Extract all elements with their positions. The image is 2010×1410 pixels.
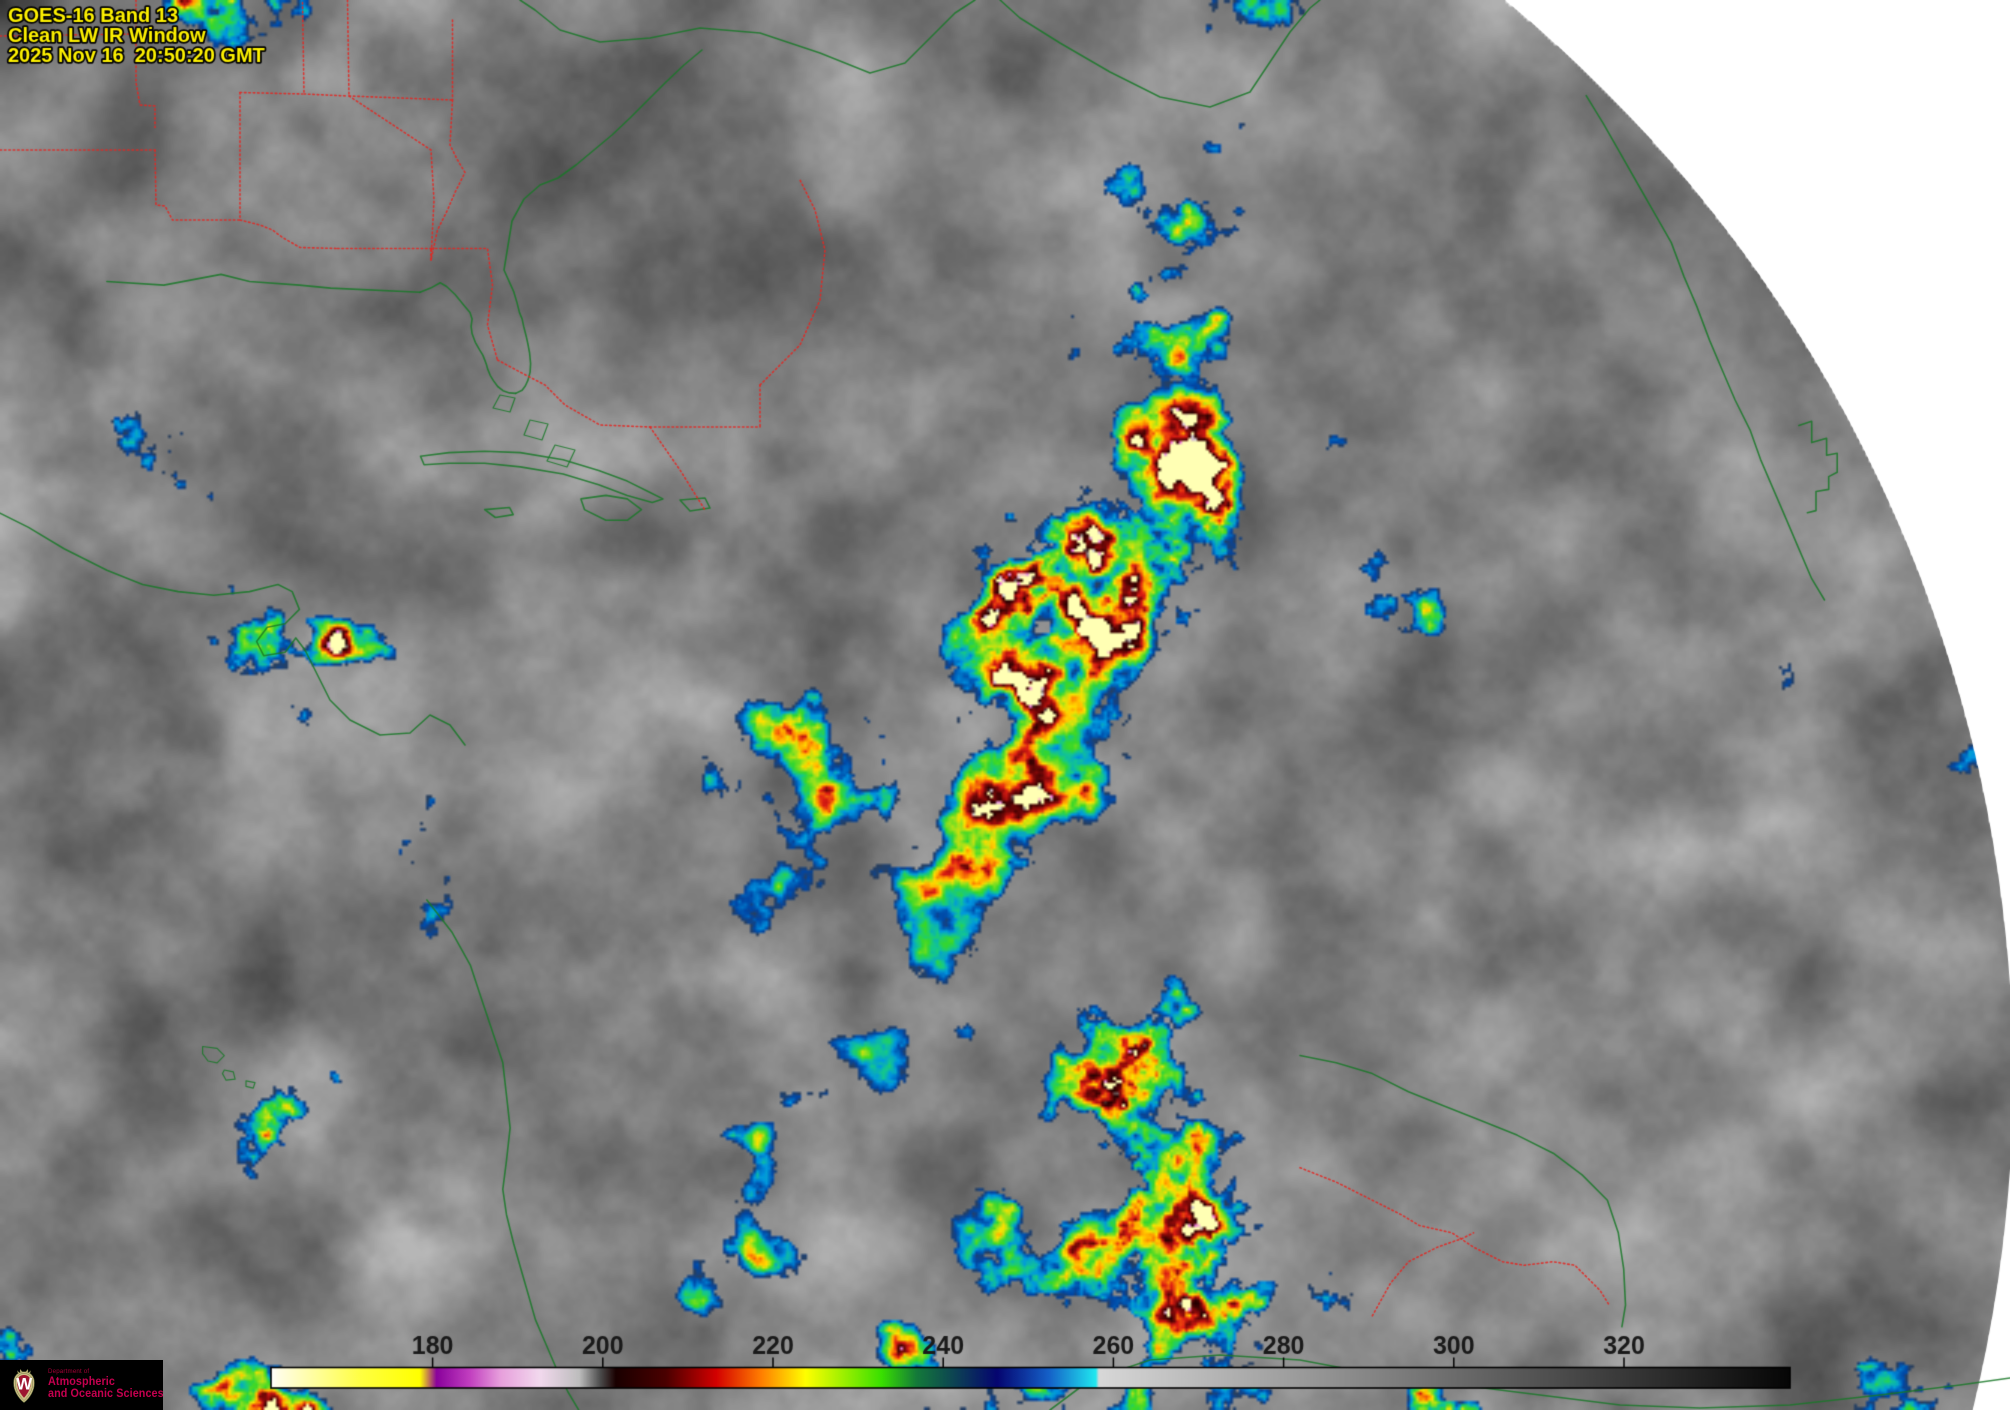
svg-text:W: W — [16, 1374, 32, 1393]
